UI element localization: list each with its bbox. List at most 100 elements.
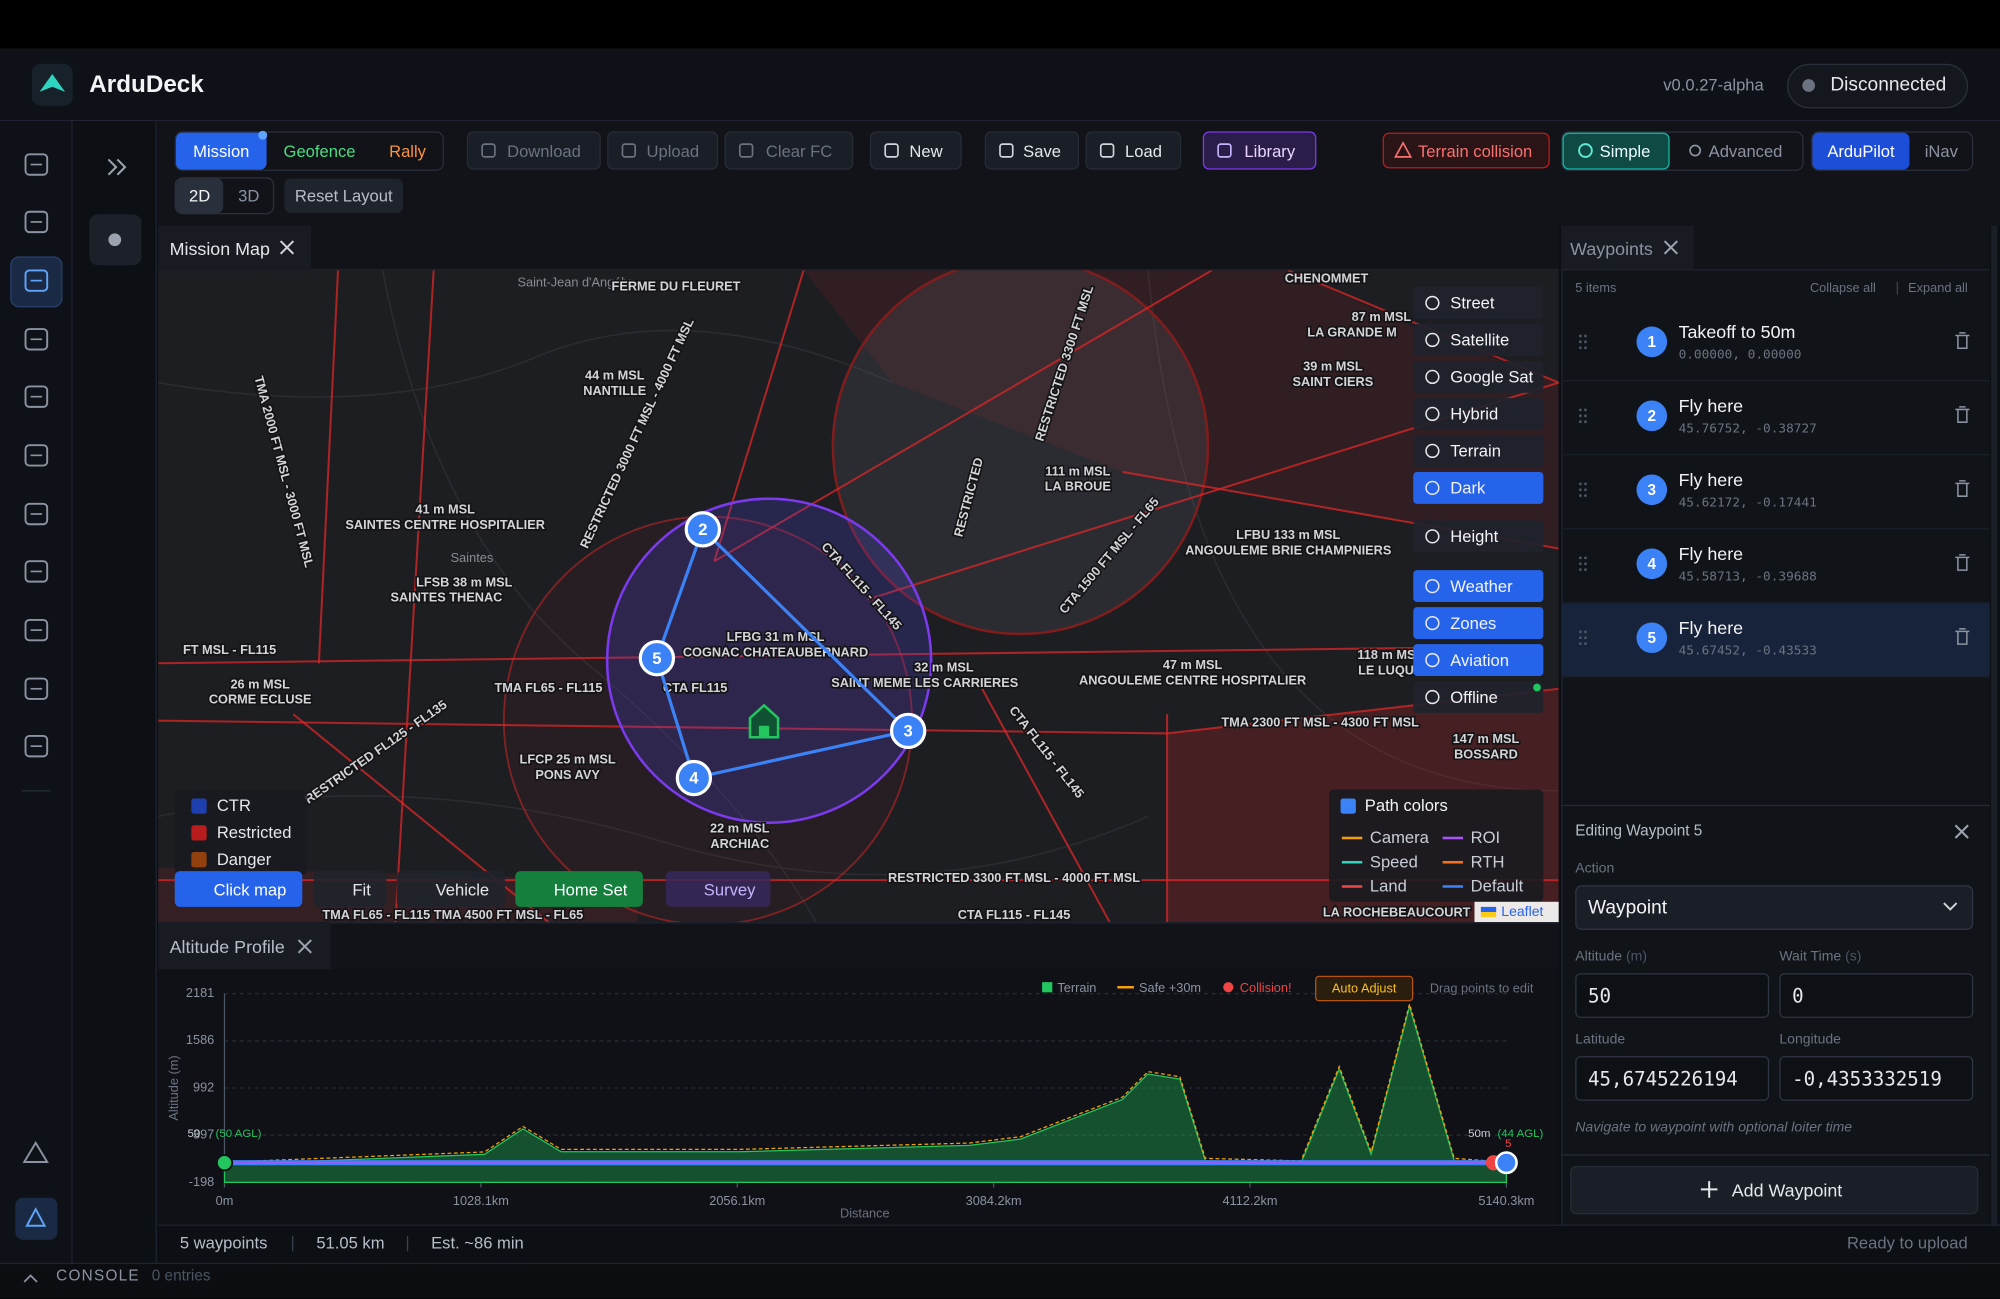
status-ready: Ready to upload — [1846, 1232, 1968, 1252]
map-label: LFSB 38 m MSL — [416, 574, 513, 589]
x-tick-label: 1028.1km — [453, 1193, 509, 1208]
map-label: LFCP 25 m MSL — [520, 752, 616, 767]
map-button[interactable]: Survey — [665, 871, 771, 907]
waypoint-title: Fly here — [1678, 543, 1744, 564]
field-unit: (m) — [1622, 948, 1648, 965]
map-road — [158, 795, 1149, 876]
path-colors-title: Path colors — [1364, 795, 1448, 815]
layer-label: Zones — [1450, 612, 1497, 633]
field-label: Latitude — [1575, 1031, 1626, 1047]
toolbar-button[interactable]: Clear FC — [724, 131, 854, 170]
action-select[interactable] — [1575, 885, 1974, 930]
map-label: CTA FL115 — [663, 680, 727, 695]
input-field[interactable]: -0,4353332519 — [1779, 1056, 1974, 1101]
auto-adjust-button[interactable]: Auto Adjust — [1315, 975, 1414, 1002]
waypoint-marker-label: 2 — [698, 520, 707, 539]
map-label: 41 m MSL — [415, 502, 475, 517]
layer-label: Terrain — [1450, 440, 1501, 460]
ui-mode[interactable]: Simple — [1562, 132, 1670, 170]
view-tab[interactable]: 2D — [176, 178, 224, 214]
action-label: Action — [1575, 860, 1615, 877]
y-axis-label: Altitude (m) — [166, 1055, 181, 1120]
waypoint-coords: 45.58713, -0.39688 — [1678, 569, 1817, 584]
legend-label: Restricted — [216, 822, 292, 842]
attribution-link[interactable]: Leaflet — [1501, 904, 1544, 920]
scrollbar — [1991, 225, 1998, 1225]
toolbar-button[interactable]: Save — [984, 131, 1080, 170]
map-label: SAINT CIERS — [1293, 374, 1374, 389]
waypoint-row[interactable] — [1561, 455, 1990, 530]
map-label: NANTILLE — [583, 383, 646, 398]
map-tab-title: Mission Map — [169, 238, 270, 259]
warning-button[interactable]: Terrain collision — [1382, 132, 1550, 169]
field-unit: (s) — [1841, 948, 1862, 965]
waypoint-marker-label: 4 — [689, 769, 699, 788]
ui-mode[interactable]: Advanced — [1708, 141, 1783, 161]
status-separator — [292, 1235, 294, 1252]
toolbar-button[interactable]: Upload — [607, 131, 719, 170]
path-colors-box — [1329, 789, 1544, 902]
y-tick-label: 992 — [193, 1079, 214, 1094]
record-button[interactable] — [89, 214, 142, 266]
map-button[interactable]: Home Set — [515, 871, 643, 907]
header — [0, 48, 2000, 122]
collapse-all[interactable]: Collapse all — [1809, 281, 1876, 296]
waypoint-coords: 45.67452, -0.43533 — [1678, 643, 1817, 658]
input-value[interactable]: 45,6745226194 — [1588, 1067, 1738, 1091]
map-label: FT MSL - FL115 — [183, 642, 276, 657]
map-label: Saint-Jean d'Angély — [517, 275, 631, 290]
firmware-tab[interactable]: iNav — [1924, 141, 1958, 161]
toolbar-button[interactable]: Library — [1202, 131, 1317, 170]
sub-sidebar — [72, 121, 157, 1263]
status-separator — [406, 1235, 409, 1252]
waypoint-title: Fly here — [1678, 617, 1744, 638]
view-tab[interactable]: 3D — [238, 186, 260, 206]
toolbar-button[interactable]: New — [869, 131, 962, 170]
expand-all[interactable]: Expand all — [1908, 281, 1968, 296]
nav-bottom — [15, 1197, 58, 1240]
connection-pill[interactable] — [1786, 63, 1969, 109]
path-color-label: Default — [1470, 875, 1524, 895]
input-field[interactable]: 50 — [1575, 973, 1770, 1018]
path-color-swatch — [1341, 885, 1363, 888]
airspace-border — [394, 270, 435, 923]
input-value[interactable]: 0 — [1792, 984, 1804, 1008]
toolbar-button[interactable]: Load — [1085, 131, 1182, 170]
console-label: CONSOLE — [56, 1266, 140, 1285]
map-label: LA BROUE — [1045, 479, 1111, 494]
firmware-tab[interactable]: ArduPilot — [1812, 132, 1910, 170]
map-road — [1147, 270, 1559, 792]
waypoint-row[interactable] — [1561, 307, 1990, 382]
map-button[interactable]: Fit — [313, 871, 387, 907]
layer-label: Dark — [1450, 477, 1486, 497]
input-value[interactable]: -0,4353332519 — [1792, 1067, 1942, 1091]
map-button[interactable]: Click map — [174, 871, 303, 907]
waypoint-row[interactable] — [1561, 529, 1990, 604]
input-value[interactable]: 50 — [1588, 984, 1612, 1008]
mode-tab[interactable]: Mission — [176, 132, 267, 170]
map-label: 147 m MSL — [1453, 731, 1520, 746]
path-colors-checkbox[interactable] — [1340, 798, 1356, 814]
waypoint-row[interactable] — [1561, 381, 1990, 456]
airspace-border — [158, 646, 1416, 665]
waypoint-row[interactable] — [1561, 603, 1990, 678]
map-label: TMA FL65 - FL115 — [495, 680, 603, 695]
console-bar[interactable] — [0, 1262, 2000, 1299]
chart-annotation: 5 — [1505, 1138, 1511, 1150]
altitude-tab-title: Altitude Profile — [169, 936, 285, 957]
y-tick-label: 2181 — [186, 985, 214, 1000]
toolbar — [158, 121, 2000, 226]
input-field[interactable]: 45,6745226194 — [1575, 1056, 1770, 1101]
path-color-swatch — [1341, 860, 1363, 864]
toolbar-button[interactable]: Download — [466, 131, 601, 170]
x-tick-label: 5140.3km — [1478, 1193, 1534, 1208]
map-button[interactable]: Vehicle — [396, 871, 506, 907]
mode-tab[interactable]: Rally — [389, 141, 426, 161]
reset-layout[interactable]: Reset Layout — [284, 178, 404, 214]
mode-tab[interactable]: Geofence — [283, 141, 356, 161]
add-waypoint[interactable]: Add Waypoint — [1570, 1165, 1979, 1215]
app-name: ArduDeck — [89, 70, 204, 98]
attribution-flag — [1480, 906, 1497, 918]
input-field[interactable]: 0 — [1779, 973, 1974, 1018]
path-color-label: RTH — [1470, 851, 1505, 871]
